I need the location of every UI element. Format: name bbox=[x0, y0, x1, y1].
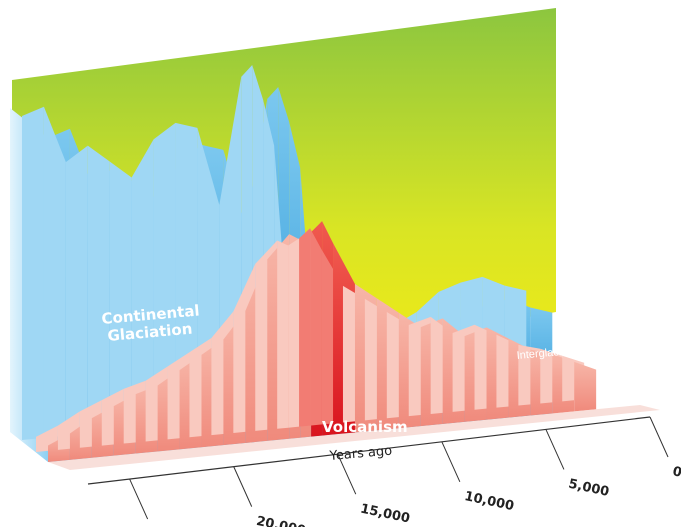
x-axis-tick bbox=[545, 429, 565, 470]
glaciation-ridge-back bbox=[22, 106, 44, 440]
glaciation-ridge-back bbox=[43, 106, 66, 438]
volcanism-ridge-back bbox=[310, 228, 322, 426]
x-axis-line bbox=[87, 416, 651, 485]
x-axis-tick bbox=[233, 466, 253, 507]
x-tick-label: 15,000 bbox=[359, 501, 411, 526]
volcanism-ridge-back bbox=[277, 240, 289, 429]
x-tick-label: 0 bbox=[671, 464, 681, 481]
x-tick-label: 5,000 bbox=[567, 477, 610, 500]
x-tick-label: 10,000 bbox=[463, 489, 515, 514]
x-tick-label: 20,000 bbox=[255, 514, 307, 527]
glaciation-ridge-back bbox=[153, 122, 176, 428]
glaciation-ridge-back bbox=[65, 145, 88, 436]
interglacial-annotation: Interglacial bbox=[516, 345, 570, 362]
volcanism-ridge-back bbox=[299, 228, 311, 427]
x-axis-title: Years ago bbox=[328, 444, 393, 464]
volcanism-series bbox=[36, 221, 597, 462]
glaciation-ridge-back bbox=[131, 139, 154, 430]
volcanism-mark bbox=[574, 361, 597, 412]
x-axis-tick bbox=[129, 478, 149, 520]
x-axis-tick bbox=[649, 416, 669, 458]
glaciation-ridge-back bbox=[87, 145, 110, 434]
chart-floor bbox=[48, 405, 660, 470]
x-axis-tick bbox=[337, 454, 357, 495]
glaciation-ridge-back bbox=[109, 161, 132, 432]
volcanism-ridge-back bbox=[288, 238, 300, 428]
volcanism-annotation: Volcanism bbox=[322, 418, 408, 436]
x-axis-tick bbox=[441, 441, 461, 483]
glaciation-ridge-back bbox=[175, 122, 198, 426]
